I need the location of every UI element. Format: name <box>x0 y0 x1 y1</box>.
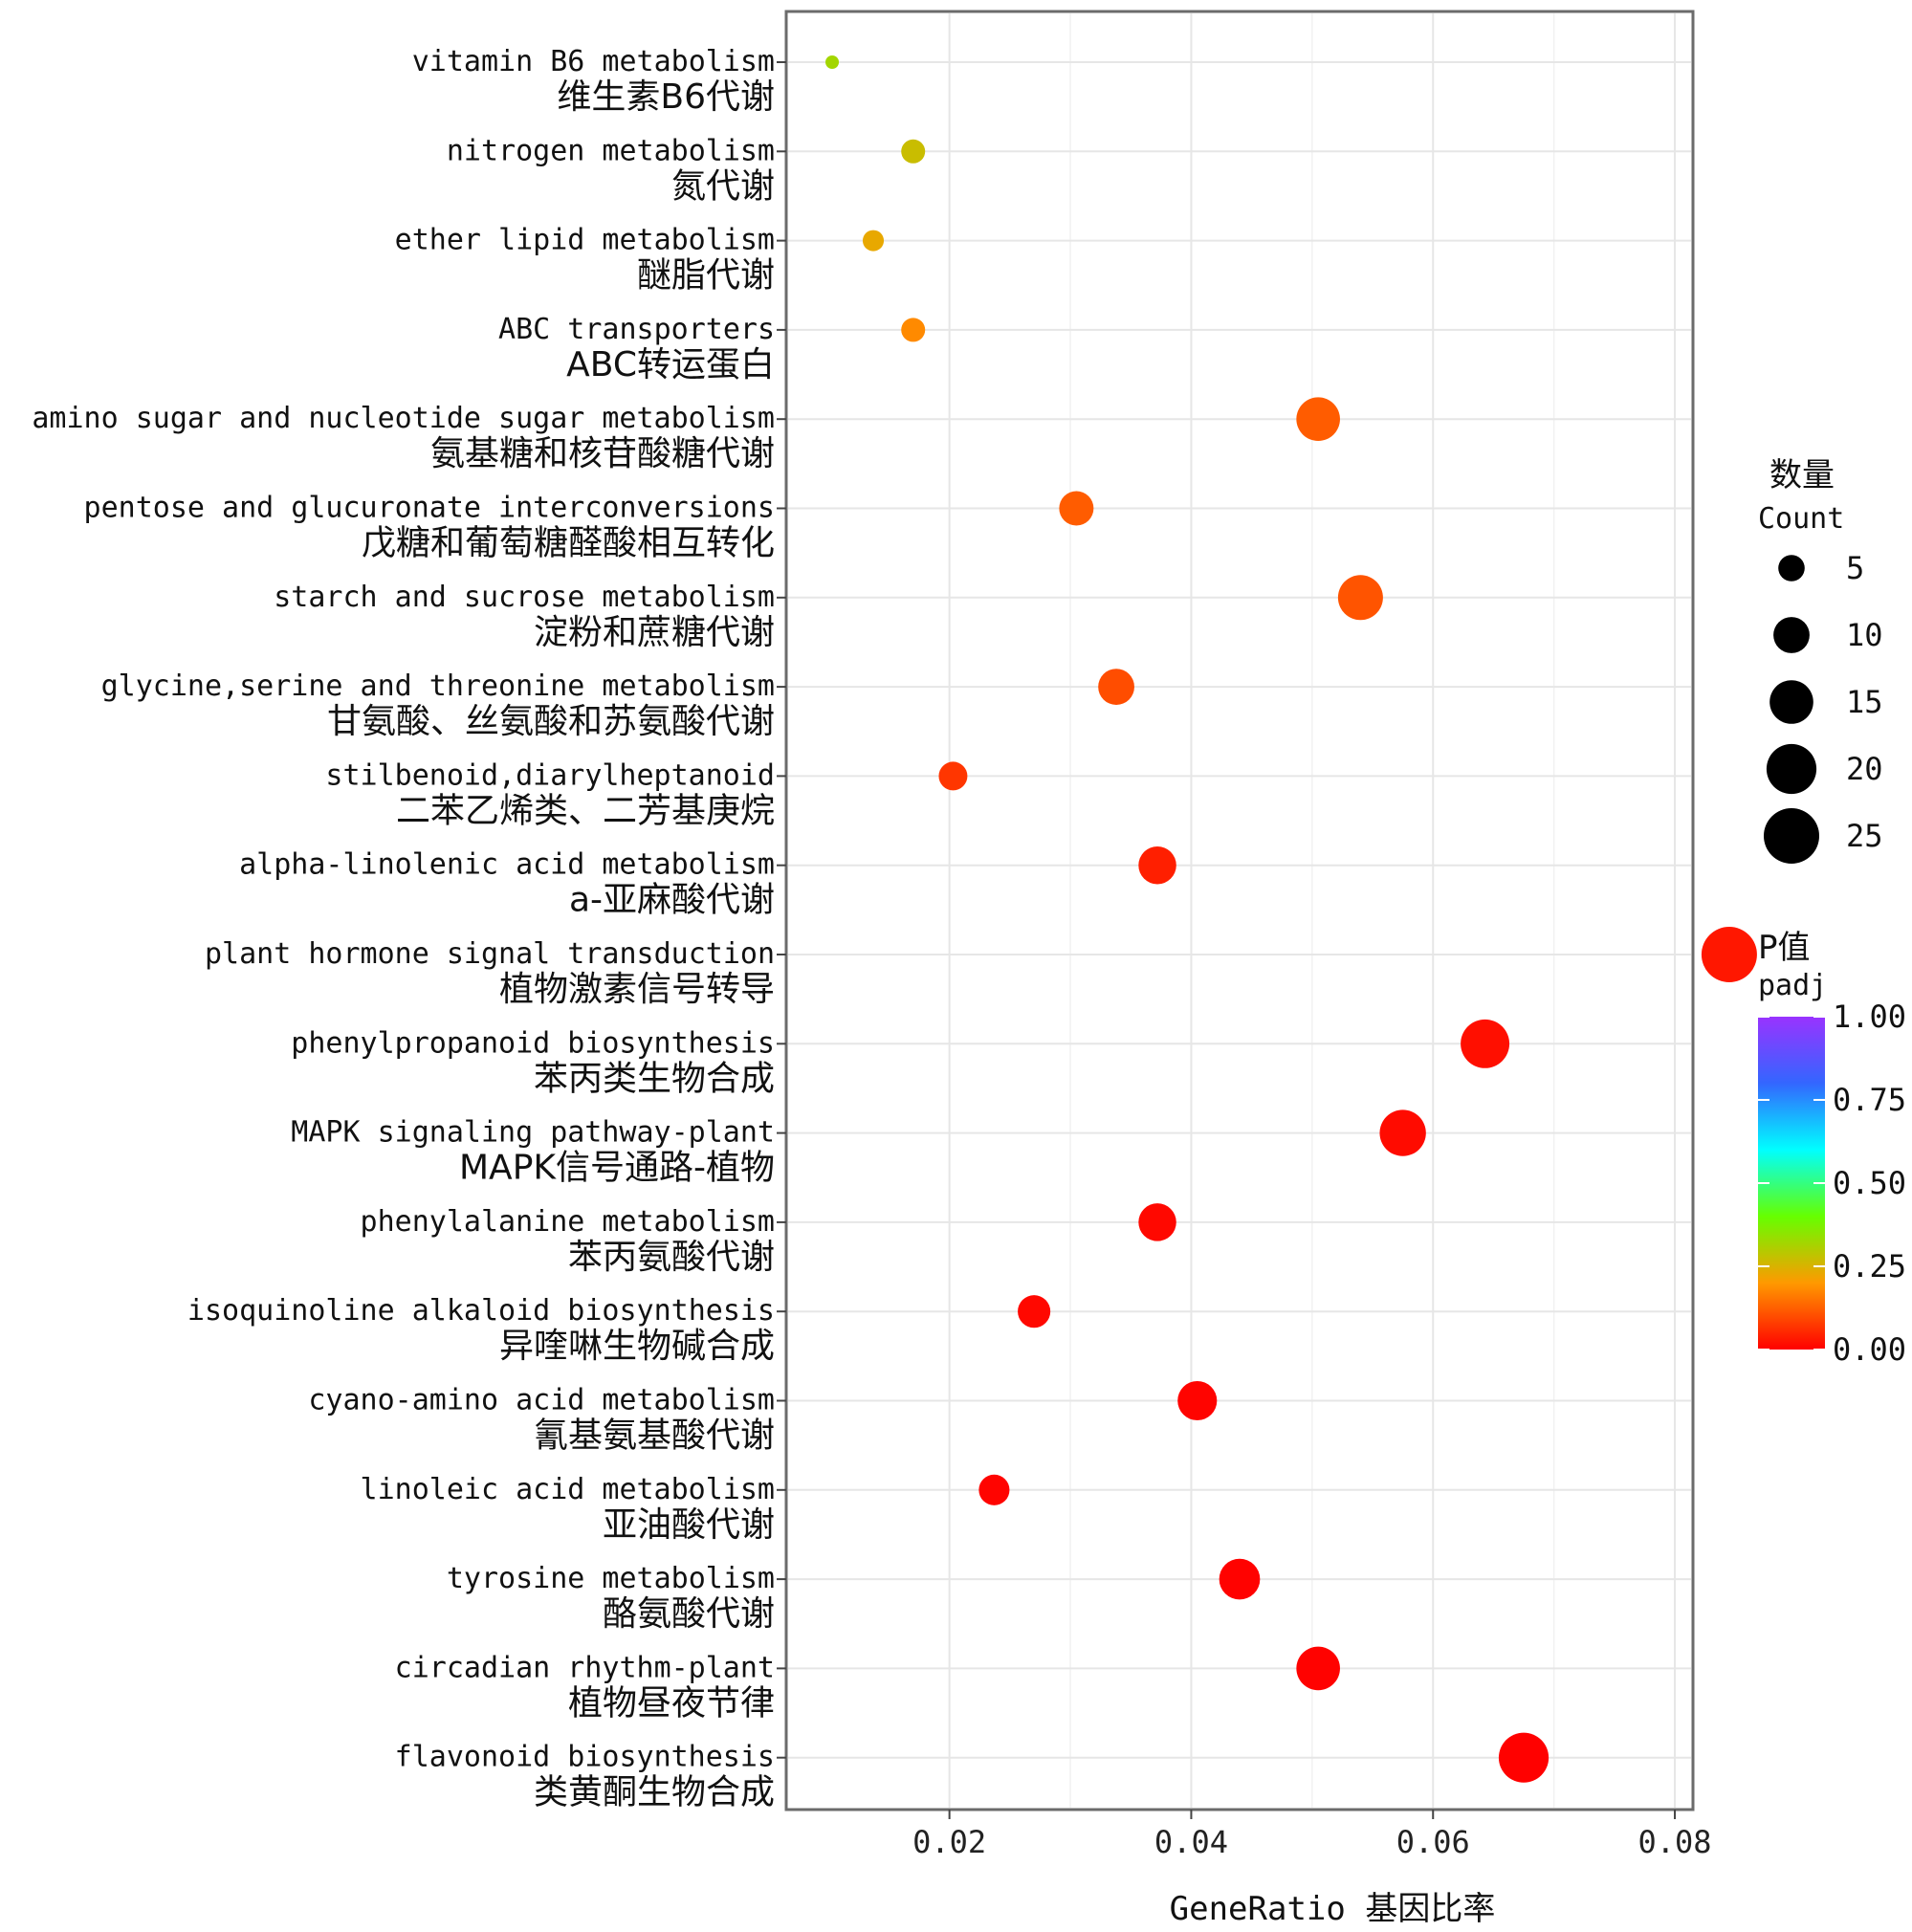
plot-border <box>784 10 1695 1811</box>
term-label-zh: 维生素B6代谢 <box>557 77 775 117</box>
term-label-zh: 植物激素信号转导 <box>499 970 775 1009</box>
x-tick-label: 0.02 <box>912 1824 986 1860</box>
data-point <box>862 230 885 252</box>
term-label-zh: 氮代谢 <box>671 166 775 206</box>
x-tick-label: 0.08 <box>1638 1824 1712 1860</box>
size-legend-label: 20 <box>1846 751 1883 787</box>
data-point <box>1018 1295 1051 1328</box>
term-label-zh: 酪氨酸代谢 <box>603 1594 775 1634</box>
x-axis: 0.02 0.04 0.06 0.08 <box>912 1810 1712 1860</box>
term-label-zh: 淀粉和蔗糖代谢 <box>534 613 775 652</box>
term-label-en: isoquinoline alkaloid biosynthesis <box>187 1294 775 1328</box>
color-legend-subtitle: padj <box>1758 969 1827 1002</box>
term-label-zh: a-亚麻酸代谢 <box>569 881 775 920</box>
term-label-en: glycine,serine and threonine metabolism <box>101 670 775 703</box>
color-legend-title: P值 <box>1758 929 1811 967</box>
term-label-en: alpha-linolenic acid metabolism <box>239 848 775 882</box>
data-point <box>1337 575 1383 621</box>
size-legend-label: 5 <box>1846 550 1864 586</box>
color-legend: P值 padj 0.00 0.25 0.50 0.75 1.00 <box>1758 929 1906 1368</box>
size-legend-subtitle: Count <box>1758 502 1844 536</box>
term-label-zh: 异喹啉生物碱合成 <box>499 1327 775 1366</box>
term-label-en: phenylpropanoid biosynthesis <box>291 1026 775 1060</box>
data-point <box>825 55 840 69</box>
term-label-zh: 醚脂代谢 <box>637 256 775 296</box>
size-legend-dot <box>1766 743 1817 795</box>
term-label-en: ether lipid metabolism <box>395 224 775 257</box>
term-label-zh: 戊糖和葡萄糖醛酸相互转化 <box>362 524 775 563</box>
size-legend-title: 数量 <box>1769 456 1835 494</box>
data-point <box>1461 1019 1510 1068</box>
size-legend-dot <box>1778 555 1805 582</box>
plot-panel <box>784 10 1695 1811</box>
size-legend-dot <box>1764 808 1819 864</box>
term-label-en: ABC transporters <box>498 313 775 346</box>
data-point <box>978 1474 1010 1505</box>
term-label-en: amino sugar and nucleotide sugar metabol… <box>32 402 775 435</box>
size-legend-label: 10 <box>1846 617 1883 653</box>
term-label-zh: 氨基糖和核苷酸糖代谢 <box>430 434 775 473</box>
term-label-en: vitamin B6 metabolism <box>412 45 775 78</box>
data-point <box>938 761 968 791</box>
color-legend-label: 0.50 <box>1833 1165 1906 1201</box>
size-legend-label: 15 <box>1846 684 1883 720</box>
color-legend-label: 0.75 <box>1833 1082 1906 1118</box>
data-points <box>825 55 1757 1783</box>
term-label-zh: 类黄酮生物合成 <box>534 1773 775 1812</box>
data-point <box>1098 669 1134 705</box>
size-legend-dot <box>1769 680 1813 724</box>
term-label-zh: 亚油酸代谢 <box>603 1505 775 1545</box>
data-point <box>1138 845 1176 885</box>
data-point <box>1177 1380 1218 1421</box>
term-label-zh: 苯丙氨酸代谢 <box>568 1238 775 1277</box>
data-point <box>1059 491 1094 526</box>
term-label-en: cyano-amino acid metabolism <box>308 1384 775 1417</box>
size-legend-label: 25 <box>1846 818 1883 854</box>
data-point <box>1296 1646 1340 1691</box>
data-point <box>901 139 926 164</box>
term-label-en: phenylalanine metabolism <box>361 1205 775 1239</box>
term-label-en: starch and sucrose metabolism <box>274 581 775 614</box>
term-label-zh: 二苯乙烯类、二芳基庚烷 <box>396 791 775 830</box>
data-point <box>1296 397 1340 442</box>
term-label-zh: MAPK信号通路-植物 <box>459 1149 775 1188</box>
term-label-en: plant hormone signal transduction <box>205 937 775 971</box>
term-label-en: nitrogen metabolism <box>447 134 775 167</box>
x-tick-label: 0.04 <box>1154 1824 1228 1860</box>
term-label-zh: ABC转运蛋白 <box>566 345 775 384</box>
size-legend-items: 5 10 15 20 25 <box>1764 550 1883 864</box>
data-point <box>901 318 926 342</box>
color-legend-label: 1.00 <box>1833 999 1906 1035</box>
term-label-zh: 植物昼夜节律 <box>568 1683 775 1723</box>
x-tick-label: 0.06 <box>1396 1824 1470 1860</box>
color-legend-label: 0.25 <box>1833 1248 1906 1284</box>
term-label-zh: 氰基氨基酸代谢 <box>534 1416 775 1456</box>
term-label-en: flavonoid biosynthesis <box>395 1741 775 1774</box>
term-label-zh: 苯丙类生物合成 <box>534 1059 775 1098</box>
color-legend-label: 0.00 <box>1833 1331 1906 1368</box>
term-label-en: pentose and glucuronate interconversions <box>84 492 775 525</box>
size-legend-dot <box>1773 617 1810 653</box>
term-label-en: circadian rhythm-plant <box>395 1651 775 1684</box>
term-label-en: linoleic acid metabolism <box>361 1473 775 1506</box>
data-point <box>1701 927 1757 982</box>
data-point <box>1379 1109 1426 1156</box>
data-point <box>1498 1732 1549 1783</box>
data-point <box>1138 1203 1176 1241</box>
term-label-zh: 甘氨酸、丝氨酸和苏氨酸代谢 <box>327 702 775 741</box>
size-legend: 数量 Count 5 10 15 20 25 <box>1758 456 1883 864</box>
data-point <box>1219 1558 1261 1600</box>
term-label-en: stilbenoid,diarylheptanoid <box>325 758 775 792</box>
term-label-en: MAPK signaling pathway-plant <box>291 1116 775 1150</box>
x-axis-title: GeneRatio 基因比率 <box>1170 1890 1496 1928</box>
term-label-en: tyrosine metabolism <box>447 1562 775 1595</box>
color-legend-ticks: 0.00 0.25 0.50 0.75 1.00 <box>1758 999 1906 1368</box>
